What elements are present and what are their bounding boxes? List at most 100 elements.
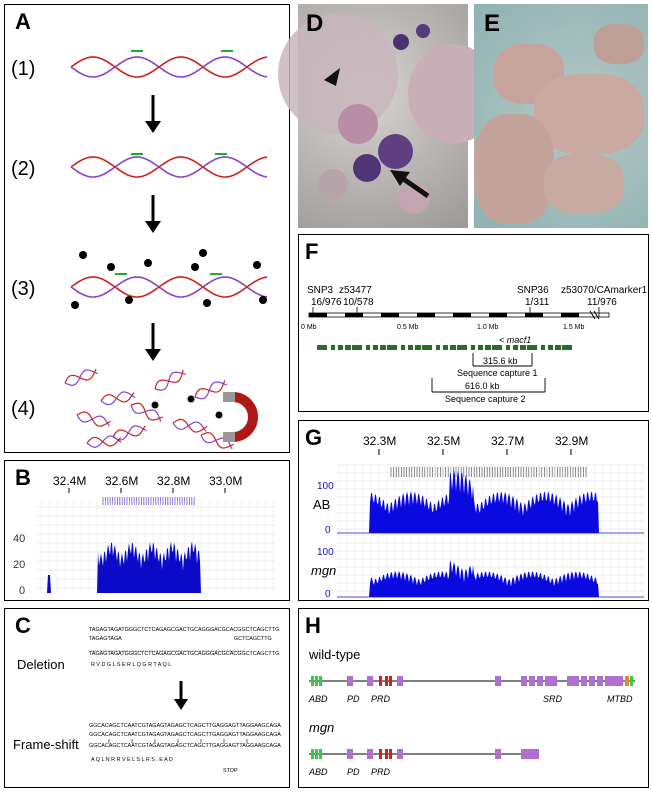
probe-3 bbox=[131, 153, 143, 155]
cell-blob bbox=[393, 34, 409, 50]
exon-block bbox=[495, 749, 501, 759]
marker-ratio: 10/578 bbox=[343, 297, 374, 308]
b-tick-3: 32.8M bbox=[157, 474, 190, 488]
cell-blob bbox=[318, 169, 348, 199]
exon-block bbox=[367, 676, 373, 686]
dna-strand bbox=[76, 411, 111, 427]
marker-ratio: 1/311 bbox=[525, 297, 550, 308]
dna-duplex-2 bbox=[70, 156, 268, 178]
contig-block bbox=[569, 345, 572, 350]
contig-block bbox=[366, 345, 370, 350]
fs-aa: A Q L N R R V E L S L R S . E A D bbox=[91, 757, 173, 763]
marker-name: z53477 bbox=[339, 285, 372, 296]
bead-icon bbox=[71, 249, 267, 309]
contig-block bbox=[520, 345, 526, 350]
capture-2-bracket bbox=[431, 378, 546, 393]
dna-fragment bbox=[154, 369, 186, 391]
magnet-icon bbox=[223, 392, 258, 442]
mgn-domain-prd: PRD bbox=[371, 767, 391, 777]
bar-segment bbox=[453, 313, 471, 317]
contig-block bbox=[457, 345, 464, 350]
stop-label: STOP bbox=[223, 768, 238, 774]
contig-block bbox=[534, 345, 537, 350]
exon-block bbox=[551, 676, 557, 686]
exon-block bbox=[311, 676, 314, 686]
exon-block bbox=[319, 676, 322, 686]
dna-duplex-1 bbox=[70, 56, 268, 78]
g-tick-2: 32.5M bbox=[427, 434, 460, 448]
dna-fragment bbox=[86, 435, 122, 448]
dna-strand bbox=[130, 402, 164, 421]
del-seq-2b: GCTCAGCTTG bbox=[234, 636, 272, 642]
bead-icon bbox=[187, 395, 195, 403]
contig-block bbox=[338, 345, 343, 350]
exon-block bbox=[379, 749, 382, 759]
exon-block bbox=[397, 749, 403, 759]
panel-e-photo: E bbox=[474, 4, 648, 228]
wt-domain-abd: ABD bbox=[308, 694, 328, 704]
arrowhead-icon bbox=[324, 68, 340, 86]
contig-block bbox=[492, 345, 499, 350]
contig-block bbox=[373, 345, 378, 350]
step-4-label: (4) bbox=[11, 398, 35, 420]
contig-block bbox=[464, 345, 467, 350]
dna-strand bbox=[70, 156, 268, 178]
b-ytick-40: 40 bbox=[13, 533, 25, 545]
panel-b-label: B bbox=[15, 465, 31, 490]
panel-g: G 32.3M 32.5M 32.7M 32.9M AB mgn 100 0 1… bbox=[298, 420, 649, 601]
exon-block bbox=[319, 749, 322, 759]
panel-h-domains: wild-type ABD PD PRD SRD MTBD mgn ABD PD… bbox=[308, 647, 635, 777]
marker-name: SNP3 bbox=[307, 285, 334, 296]
step-1-label: (1) bbox=[11, 58, 35, 80]
contig-block bbox=[478, 345, 483, 350]
bar-segment bbox=[309, 313, 327, 317]
panel-d-overlay bbox=[324, 68, 430, 199]
capture-2-label: Sequence capture 2 bbox=[445, 394, 526, 404]
dna-strand bbox=[172, 421, 207, 432]
wt-domain-pd: PD bbox=[347, 694, 360, 704]
exon-block bbox=[495, 676, 501, 686]
frameshift-label: Frame-shift bbox=[13, 737, 79, 752]
panel-c-label: C bbox=[15, 613, 31, 638]
contig-block bbox=[485, 345, 491, 350]
dna-strand bbox=[100, 391, 136, 406]
panel-g-coverage: 32.3M 32.5M 32.7M 32.9M AB mgn 100 0 100… bbox=[311, 434, 644, 600]
del-aa: R V D G L S E R L Q G R T A Q L bbox=[91, 662, 171, 668]
fs-seq-1: GGCACAGCTCAATCGTAGAGTAGAGCTCAGCTTGAGGAGT… bbox=[89, 723, 281, 729]
exon-block bbox=[630, 676, 633, 686]
panel-b-coverage: 32.4M 32.6M 32.8M 33.0M 40 20 0 bbox=[13, 474, 275, 597]
contig-block bbox=[548, 345, 553, 350]
exon-block bbox=[397, 676, 403, 686]
deletion-label: Deletion bbox=[17, 657, 65, 672]
marker-ratio: 16/976 bbox=[311, 297, 342, 308]
dna-strand bbox=[70, 56, 268, 78]
exon-block bbox=[389, 749, 392, 759]
panel-g-label: G bbox=[305, 425, 323, 450]
g-y0-a: 0 bbox=[325, 525, 331, 536]
contig-block bbox=[499, 345, 502, 350]
contig-block bbox=[352, 345, 359, 350]
exon-block bbox=[529, 676, 535, 686]
dna-strand bbox=[86, 435, 122, 448]
exon-block bbox=[573, 676, 579, 686]
contig-block bbox=[317, 345, 324, 350]
arrow-icon bbox=[390, 170, 430, 199]
exon-block bbox=[385, 676, 388, 686]
g-probe-track bbox=[390, 467, 587, 477]
dna-strand bbox=[154, 371, 186, 391]
probe-2 bbox=[221, 50, 233, 52]
exon-block bbox=[537, 676, 543, 686]
contig-block bbox=[401, 345, 405, 350]
dna-strand bbox=[64, 368, 97, 384]
bar-break bbox=[593, 310, 600, 320]
capture-1-label: Sequence capture 1 bbox=[457, 368, 538, 378]
contig-block bbox=[387, 345, 394, 350]
scale-15: 1.5 Mb bbox=[563, 324, 585, 331]
panel-f-label: F bbox=[305, 239, 319, 264]
contig-block bbox=[562, 345, 569, 350]
cell-cluster bbox=[594, 24, 644, 64]
b-ytick-20: 20 bbox=[13, 559, 25, 571]
del-seq-1: TAGAGTAGATGGGCTCTCAGAGCGACTGCAGGGACGCACG… bbox=[89, 627, 279, 633]
g-tick-3: 32.7M bbox=[491, 434, 524, 448]
panel-c: C Deletion TAGAGTAGATGGGCTCTCAGAGCGACTGC… bbox=[4, 608, 290, 788]
